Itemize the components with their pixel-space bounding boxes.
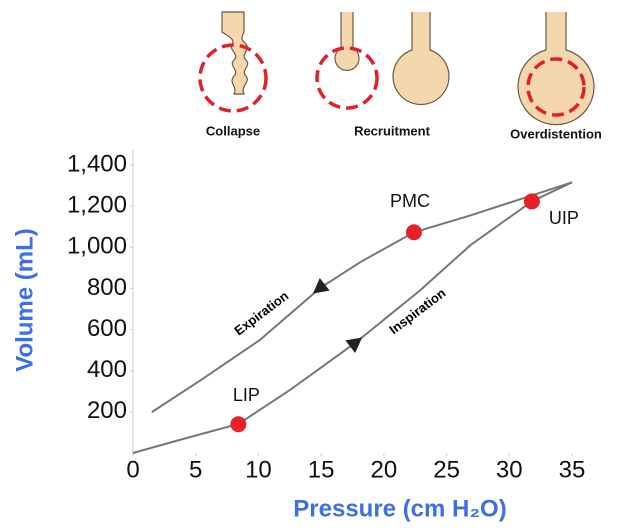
illustration-label: Collapse: [206, 123, 260, 138]
x-tick-label: 20: [371, 456, 398, 483]
y-axis-title: Volume (mL): [11, 228, 38, 372]
x-tick-label: 0: [126, 456, 139, 483]
point-label: PMC: [390, 191, 430, 211]
x-tick-label: 25: [433, 456, 460, 483]
y-tick-label: 1,000: [67, 233, 127, 260]
recruitment-large: [393, 12, 449, 105]
y-tick-label: 1,200: [67, 191, 127, 218]
arrow: [345, 331, 367, 353]
point: [406, 224, 422, 240]
point-label: LIP: [233, 385, 260, 405]
x-tick-label: 5: [189, 456, 202, 483]
y-tick-label: 400: [87, 356, 127, 383]
point-label: UIP: [549, 208, 579, 228]
curve: [133, 182, 572, 453]
point: [230, 416, 246, 432]
y-tick-label: 200: [87, 397, 127, 424]
y-tick-label: 600: [87, 315, 127, 342]
illustration-label: Recruitment: [354, 123, 431, 138]
y-tick-label: 1,400: [67, 150, 127, 177]
collapse-alveolus: [222, 12, 248, 94]
recruitment-small: [335, 12, 359, 70]
overdistention-alveolus: [518, 12, 594, 125]
x-tick-label: 15: [308, 456, 335, 483]
x-tick-label: 35: [559, 456, 586, 483]
point: [524, 193, 540, 209]
curve-label: Expiration: [231, 288, 291, 338]
illustration-label: Overdistention: [510, 126, 602, 141]
x-tick-label: 10: [245, 456, 272, 483]
chart: Collapse Recruitment Overdistention Pres…: [0, 0, 622, 531]
x-axis-title: Pressure (cm H₂O): [293, 495, 506, 522]
y-tick-label: 800: [87, 274, 127, 301]
x-tick-label: 30: [496, 456, 523, 483]
illustrations: Collapse Recruitment Overdistention: [200, 12, 602, 141]
